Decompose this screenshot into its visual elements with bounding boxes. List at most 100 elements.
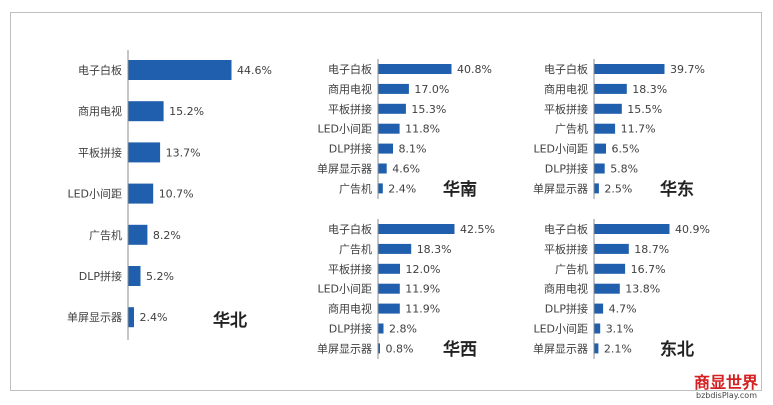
category-label: 平板拼接 <box>328 102 372 116</box>
bar <box>594 123 616 134</box>
bar <box>378 263 400 274</box>
category-label: 平板拼接 <box>78 145 122 159</box>
value-label: 5.8% <box>610 163 638 176</box>
bar <box>378 243 412 254</box>
watermark: 商显世界 bzbdisPlay.com <box>694 373 758 400</box>
bar <box>378 224 455 234</box>
value-label: 8.1% <box>399 143 427 156</box>
bar <box>378 64 452 74</box>
bar <box>128 142 161 163</box>
chart-panel: 电子白板 40.9% 平板拼接 18.7% 广告机 16.7% 商用电视 13.8% DLP拼接… <box>533 219 710 360</box>
value-label: 15.2% <box>169 105 204 118</box>
category-label: 商用电视 <box>544 282 588 296</box>
category-label: 商用电视 <box>544 82 588 96</box>
bar <box>378 163 387 174</box>
category-label: 电子白板 <box>78 63 122 77</box>
category-label: LED小间距 <box>533 323 588 336</box>
category-label: 商用电视 <box>78 104 122 118</box>
bar <box>378 123 400 134</box>
bar <box>378 323 384 334</box>
category-label: LED小间距 <box>533 143 588 156</box>
bar <box>594 183 599 194</box>
value-label: 40.9% <box>675 223 710 236</box>
region-title: 华南 <box>443 179 477 200</box>
category-label: 单屏显示器 <box>317 342 372 355</box>
bar <box>378 83 409 94</box>
bar <box>594 283 620 294</box>
category-label: 平板拼接 <box>328 262 372 276</box>
category-label: 商用电视 <box>328 82 372 96</box>
bar <box>594 323 601 334</box>
category-label: LED小间距 <box>317 283 372 296</box>
category-label: 平板拼接 <box>544 242 588 256</box>
value-label: 44.6% <box>237 64 272 77</box>
bar <box>594 343 599 354</box>
bar <box>594 83 627 94</box>
category-label: DLP拼接 <box>79 269 122 283</box>
bar <box>128 307 134 328</box>
value-label: 6.5% <box>612 143 640 156</box>
value-label: 2.1% <box>604 342 632 355</box>
chart-panel: 电子白板 44.6% 商用电视 15.2% 平板拼接 13.7% LED小间距 10.7% 广告… <box>67 50 272 340</box>
bar <box>378 143 393 154</box>
value-label: 12.0% <box>406 263 441 276</box>
region-title: 华东 <box>660 179 694 200</box>
category-label: 单屏显示器 <box>533 342 588 355</box>
value-label: 15.3% <box>411 103 446 116</box>
region-title: 华北 <box>213 310 247 331</box>
bar <box>378 183 383 194</box>
value-label: 39.7% <box>670 63 705 76</box>
bar <box>594 103 622 114</box>
value-label: 3.1% <box>606 323 634 336</box>
value-label: 0.8% <box>386 342 414 355</box>
value-label: 40.8% <box>457 63 492 76</box>
value-label: 18.7% <box>634 243 669 256</box>
value-label: 11.8% <box>405 123 440 136</box>
category-label: 电子白板 <box>544 222 588 236</box>
value-label: 2.4% <box>388 182 416 195</box>
value-label: 11.9% <box>405 303 440 316</box>
chart-panel: 电子白板 42.5% 广告机 18.3% 平板拼接 12.0% LED小间距 11.9% 商用电… <box>317 219 495 360</box>
watermark-en: bzbdisPlay.com <box>696 391 757 400</box>
value-label: 11.7% <box>621 123 656 136</box>
bar <box>594 163 605 174</box>
category-label: 商用电视 <box>328 302 372 316</box>
value-label: 2.5% <box>604 182 632 195</box>
value-label: 42.5% <box>460 223 495 236</box>
watermark-cn: 商显世界 <box>694 373 758 392</box>
bar <box>128 224 148 245</box>
category-label: 电子白板 <box>328 222 372 236</box>
region-title: 华西 <box>443 339 477 360</box>
bar <box>594 64 665 74</box>
bar <box>594 143 606 154</box>
value-label: 18.3% <box>417 243 452 256</box>
category-label: 广告机 <box>555 122 588 136</box>
bar <box>378 283 400 294</box>
value-label: 4.6% <box>392 163 420 176</box>
category-label: DLP拼接 <box>545 162 588 176</box>
value-label: 2.8% <box>389 323 417 336</box>
category-label: 广告机 <box>339 242 372 256</box>
value-label: 2.4% <box>140 311 168 324</box>
figure-frame <box>10 12 762 391</box>
value-label: 5.2% <box>146 270 174 283</box>
value-label: 18.3% <box>632 83 667 96</box>
bar <box>128 183 154 204</box>
category-label: 单屏显示器 <box>317 163 372 176</box>
bar <box>128 266 141 286</box>
value-label: 15.5% <box>627 103 662 116</box>
category-label: 广告机 <box>555 262 588 276</box>
value-label: 10.7% <box>159 188 194 201</box>
category-label: 广告机 <box>89 228 122 242</box>
category-label: LED小间距 <box>67 188 122 201</box>
chart-panel: 电子白板 40.8% 商用电视 17.0% 平板拼接 15.3% LED小间距 11.8% DL… <box>317 59 492 200</box>
value-label: 8.2% <box>153 229 181 242</box>
region-title: 东北 <box>660 339 694 360</box>
value-label: 17.0% <box>414 83 449 96</box>
value-label: 13.8% <box>625 283 660 296</box>
bar <box>594 224 670 234</box>
category-label: 广告机 <box>339 181 372 195</box>
bar <box>594 243 629 254</box>
bar <box>378 103 406 114</box>
